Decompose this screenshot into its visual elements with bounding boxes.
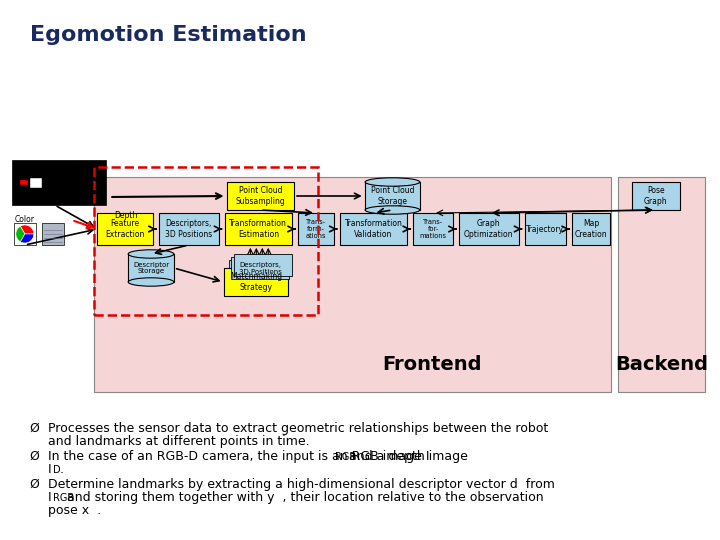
Text: pose x  .: pose x . bbox=[48, 504, 101, 517]
Bar bbox=[94, 167, 318, 315]
Text: Determine landmarks by extracting a high-dimensional descriptor vector d  from: Determine landmarks by extracting a high… bbox=[48, 478, 554, 491]
Text: Descriptor
Storage: Descriptor Storage bbox=[133, 261, 169, 274]
Text: Point Cloud
Subsampling: Point Cloud Subsampling bbox=[235, 186, 285, 206]
Text: Graph
Optimization: Graph Optimization bbox=[464, 219, 513, 239]
Text: RGB: RGB bbox=[53, 493, 73, 503]
Text: Processes the sensor data to extract geometric relationships between the robot: Processes the sensor data to extract geo… bbox=[48, 422, 548, 435]
Text: Point Cloud
Storage: Point Cloud Storage bbox=[371, 186, 414, 206]
Bar bbox=[12, 160, 107, 205]
Text: I: I bbox=[48, 491, 51, 504]
Text: I: I bbox=[48, 463, 51, 476]
Bar bbox=[228, 260, 286, 282]
Bar bbox=[14, 223, 36, 245]
Bar bbox=[298, 213, 334, 245]
Wedge shape bbox=[20, 225, 34, 234]
Text: Matchmaking
Strategy: Matchmaking Strategy bbox=[230, 272, 282, 292]
Text: Pose
Graph: Pose Graph bbox=[644, 186, 667, 206]
Text: and storing them together with y  , their location relative to the observation: and storing them together with y , their… bbox=[63, 491, 544, 504]
Text: Depth: Depth bbox=[114, 211, 138, 219]
Text: D: D bbox=[53, 465, 60, 475]
Bar bbox=[225, 213, 292, 245]
Text: Transformation
Estimation: Transformation Estimation bbox=[230, 219, 287, 239]
Text: Backend: Backend bbox=[615, 355, 708, 375]
Bar bbox=[340, 213, 408, 245]
Wedge shape bbox=[20, 234, 34, 243]
Bar bbox=[159, 213, 219, 245]
Bar bbox=[227, 182, 294, 210]
Text: Ø: Ø bbox=[30, 450, 40, 463]
Bar bbox=[20, 180, 28, 185]
Text: Ø: Ø bbox=[30, 478, 40, 491]
Text: and landmarks at different points in time.: and landmarks at different points in tim… bbox=[48, 435, 310, 448]
Ellipse shape bbox=[128, 250, 174, 258]
Text: Transformation
Validation: Transformation Validation bbox=[345, 219, 402, 239]
Text: Descriptors,
3D Positions: Descriptors, 3D Positions bbox=[165, 219, 212, 239]
Text: RGB: RGB bbox=[335, 452, 356, 462]
Ellipse shape bbox=[365, 178, 420, 186]
Bar bbox=[128, 254, 174, 282]
Bar bbox=[572, 213, 610, 245]
Wedge shape bbox=[16, 226, 24, 242]
Bar bbox=[223, 268, 288, 296]
Text: Egomotion Estimation: Egomotion Estimation bbox=[30, 25, 307, 45]
Bar bbox=[30, 178, 42, 188]
Text: Ø: Ø bbox=[30, 422, 40, 435]
Text: Trans-
for-
mations: Trans- for- mations bbox=[420, 219, 446, 239]
Text: Descriptors,
3D Positions: Descriptors, 3D Positions bbox=[239, 261, 282, 274]
Bar bbox=[525, 213, 567, 245]
Bar bbox=[618, 177, 706, 392]
Bar bbox=[235, 254, 292, 276]
Text: Frontend: Frontend bbox=[382, 355, 482, 375]
Text: and a depth image: and a depth image bbox=[346, 450, 468, 463]
Bar bbox=[459, 213, 518, 245]
Bar bbox=[94, 177, 611, 392]
Text: .: . bbox=[56, 463, 64, 476]
Text: Feature
Extraction: Feature Extraction bbox=[106, 219, 145, 239]
Text: Trajectory: Trajectory bbox=[526, 225, 564, 233]
Text: Map
Creation: Map Creation bbox=[575, 219, 608, 239]
Bar bbox=[232, 257, 289, 279]
Ellipse shape bbox=[365, 206, 420, 214]
Text: Color: Color bbox=[15, 215, 35, 225]
Bar bbox=[97, 213, 153, 245]
Text: Trans-
form-
ations: Trans- form- ations bbox=[306, 219, 326, 239]
Bar bbox=[413, 213, 453, 245]
Bar bbox=[42, 223, 63, 245]
Text: In the case of an RGB-D camera, the input is an RGB image I: In the case of an RGB-D camera, the inpu… bbox=[48, 450, 429, 463]
Bar bbox=[632, 182, 680, 210]
Bar bbox=[365, 182, 420, 210]
Ellipse shape bbox=[128, 278, 174, 286]
